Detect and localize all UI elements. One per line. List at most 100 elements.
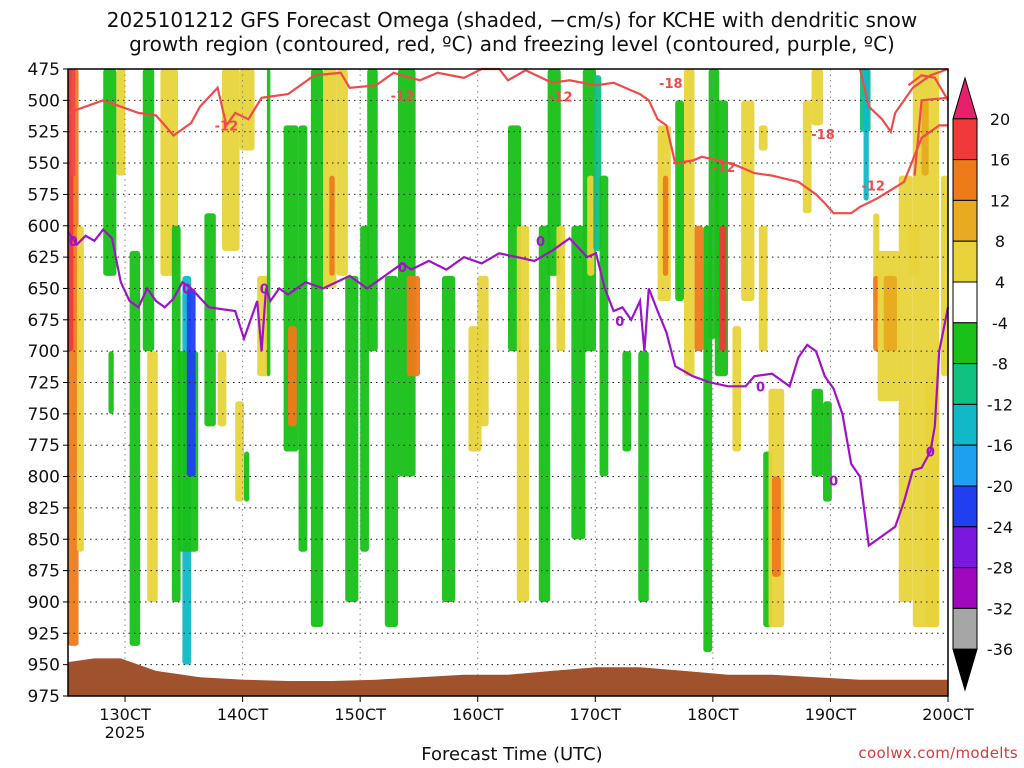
- omega-shade: [547, 69, 561, 276]
- y-tick-label: 675: [28, 311, 60, 331]
- omega-shade: [129, 250, 141, 646]
- colorbar-segment: [952, 403, 978, 446]
- colorbar-label: 4: [995, 273, 1005, 292]
- omega-shade: [675, 100, 684, 301]
- omega-shade: [406, 275, 420, 377]
- omega-shade: [235, 401, 244, 502]
- omega-shade: [160, 69, 178, 276]
- contour-label: 0: [926, 445, 935, 460]
- omega-shade: [116, 69, 126, 176]
- colorbar-label: -24: [987, 518, 1013, 537]
- omega-shade: [360, 225, 369, 552]
- colorbar-segment: [952, 240, 978, 283]
- colorbar-segment: [952, 199, 978, 242]
- colorbar-label: 20: [990, 110, 1010, 129]
- colorbar-label: -20: [987, 477, 1013, 496]
- colorbar-segment: [952, 485, 978, 528]
- y-tick-label: 875: [28, 562, 60, 582]
- colorbar-label: -32: [987, 599, 1013, 618]
- contour-label: 0: [829, 474, 838, 489]
- dendritic-contour-lower: [913, 96, 949, 176]
- omega-shade: [772, 476, 781, 577]
- omega-shade: [108, 351, 114, 414]
- terrain: [68, 658, 948, 696]
- contour-label: -12: [391, 89, 415, 104]
- x-tick-label: 160CT: [452, 705, 504, 724]
- omega-shade: [76, 225, 84, 552]
- omega-shade: [336, 69, 348, 276]
- chart-title: 2025101212 GFS Forecast Omega (shaded, −…: [0, 8, 1024, 56]
- omega-shade: [442, 275, 456, 602]
- omega-shade: [758, 125, 768, 151]
- omega-shade: [222, 69, 240, 251]
- omega-shade: [708, 69, 720, 339]
- y-tick-label: 750: [28, 405, 60, 425]
- omega-shade: [367, 69, 378, 352]
- y-tick-label: 900: [28, 593, 60, 613]
- omega-shade: [732, 326, 742, 452]
- omega-shade: [811, 388, 824, 477]
- omega-shade: [142, 69, 155, 352]
- colorbar-label: -28: [987, 559, 1013, 578]
- omega-shade: [883, 275, 897, 352]
- omega-shade: [898, 175, 913, 602]
- x-tick-sublabel: 2025: [105, 723, 146, 742]
- omega-shade: [684, 69, 695, 377]
- colorbar-segment: [952, 281, 978, 324]
- colorbar-segment: [952, 363, 978, 405]
- y-tick-label: 850: [28, 530, 60, 550]
- title-line-2: growth region (contoured, red, ºC) and f…: [129, 32, 895, 56]
- y-tick-label: 575: [28, 185, 60, 205]
- omega-shade: [147, 351, 158, 602]
- colorbar-label: 8: [995, 232, 1005, 251]
- x-tick-label: 130CT: [99, 705, 151, 724]
- colorbar-segment: [952, 159, 978, 201]
- omega-shade: [186, 288, 196, 477]
- omega-shade: [622, 351, 632, 452]
- colorbar-segment: [952, 444, 978, 487]
- credit-link[interactable]: coolwx.com/modelts: [858, 744, 1018, 762]
- colorbar-label: -4: [992, 314, 1008, 333]
- omega-shade: [384, 275, 398, 628]
- colorbar-segment: [952, 322, 978, 365]
- omega-shade: [921, 100, 929, 176]
- x-tick-label: 170CT: [570, 705, 622, 724]
- omega-shade: [811, 69, 824, 126]
- y-tick-label: 475: [28, 60, 60, 80]
- contour-label: 0: [615, 315, 624, 330]
- omega-shade: [926, 376, 940, 628]
- omega-shade: [477, 275, 489, 427]
- x-axis-label: Forecast Time (UTC): [421, 744, 603, 765]
- colorbar-segment: [952, 76, 978, 120]
- colorbar-segment: [952, 526, 978, 569]
- x-tick-label: 180CT: [687, 705, 739, 724]
- colorbar-segment: [952, 118, 978, 161]
- y-tick-label: 775: [28, 436, 60, 456]
- omega-shade: [244, 451, 250, 502]
- title-line-1: 2025101212 GFS Forecast Omega (shaded, −…: [106, 8, 918, 32]
- omega-shade: [823, 401, 832, 502]
- contour-label: -18: [811, 128, 835, 143]
- contour-label: -12: [712, 161, 736, 176]
- omega-shade: [538, 225, 551, 602]
- colorbar-label: -16: [987, 436, 1013, 455]
- omega-shade: [741, 100, 755, 301]
- contour-label: 0: [756, 380, 765, 395]
- contour-label: -12: [215, 119, 239, 134]
- x-tick-label: 200CT: [922, 705, 974, 724]
- contour-label: 0: [260, 282, 269, 297]
- y-tick-label: 925: [28, 624, 60, 644]
- contour-label: -12: [549, 91, 573, 106]
- y-tick-label: 825: [28, 499, 60, 519]
- y-tick-label: 975: [28, 687, 60, 707]
- colorbar-label: -8: [992, 355, 1008, 374]
- colorbar-label: -12: [987, 395, 1013, 414]
- contour-label: 0: [182, 282, 191, 297]
- omega-shade: [662, 175, 669, 276]
- y-tick-label: 950: [28, 656, 60, 676]
- x-tick-label: 140CT: [217, 705, 269, 724]
- colorbar-label: -36: [987, 640, 1013, 659]
- omega-shade: [239, 69, 255, 151]
- y-tick-label: 650: [28, 279, 60, 299]
